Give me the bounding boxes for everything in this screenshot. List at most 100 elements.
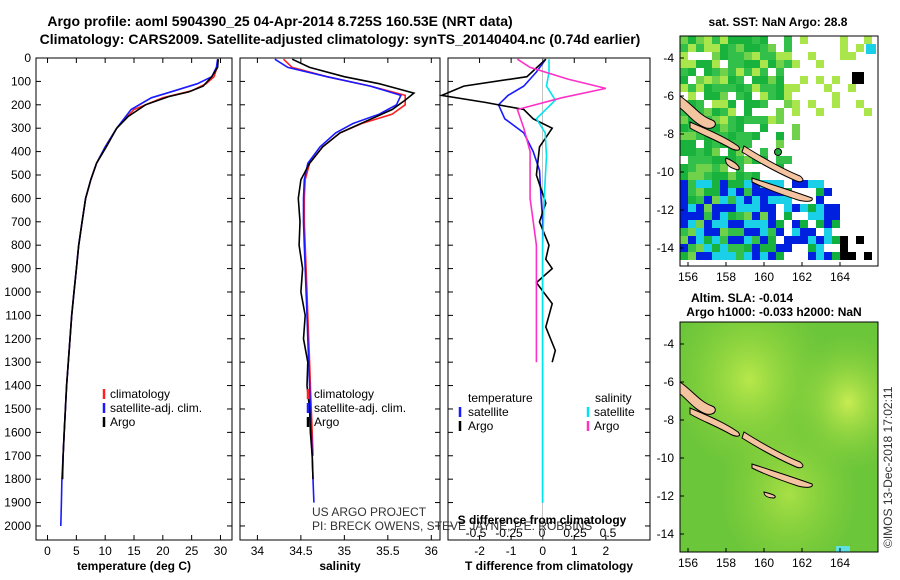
sst-cell — [808, 236, 816, 244]
sst-cell — [688, 156, 696, 164]
map-ytick-label: -4 — [663, 51, 674, 65]
sla-map-frame — [679, 321, 879, 553]
temperature-xtick-label: 10 — [98, 544, 112, 558]
s-diff-tick-label: -0.25 — [495, 526, 523, 540]
sst-cell — [768, 76, 776, 84]
sst-cell — [792, 124, 800, 132]
sst-cell — [712, 68, 720, 76]
sst-cell — [776, 228, 784, 236]
sst-cell — [848, 252, 856, 260]
sst-cell — [760, 148, 768, 156]
sst-cell — [728, 100, 736, 108]
sst-cell — [760, 220, 768, 228]
sst-cell — [680, 76, 688, 84]
sst-cell — [776, 76, 784, 84]
sst-cell — [704, 196, 712, 204]
sst-cell — [760, 204, 768, 212]
sst-cell — [720, 124, 728, 132]
sst-cell — [680, 44, 688, 52]
map-xtick-label: 156 — [678, 270, 698, 284]
sst-map: sat. SST: NaN Argo: 28.8 -4 -6 -8 -10 -12 -14… — [657, 15, 879, 284]
sst-cell — [816, 212, 824, 220]
difference-xtick-label: 2 — [602, 544, 609, 558]
sst-cell — [680, 132, 688, 140]
sst-cell — [728, 124, 736, 132]
sst-cell — [792, 220, 800, 228]
sst-cell — [760, 252, 768, 260]
difference-xtick-label: 0 — [539, 544, 546, 558]
sst-cell — [712, 108, 720, 116]
sst-cell — [752, 52, 760, 60]
sst-cell — [696, 236, 704, 244]
sst-cell — [760, 236, 768, 244]
sst-cell — [680, 84, 688, 92]
depth-tick-label: 1300 — [4, 355, 31, 369]
sst-cell — [776, 84, 784, 92]
sst-cell — [768, 84, 776, 92]
sst-cell — [704, 44, 712, 52]
depth-tick-label: 1400 — [4, 379, 31, 393]
sst-cell — [848, 52, 856, 60]
sst-cell — [736, 44, 744, 52]
sst-cell — [736, 236, 744, 244]
legend-label: satellite-adj. clim. — [314, 401, 406, 415]
sst-cell — [744, 228, 752, 236]
series-line-argo — [291, 58, 416, 480]
difference-xtick-label: -1 — [506, 544, 517, 558]
sst-cell — [704, 76, 712, 84]
sst-cell — [768, 44, 776, 52]
argo-float-marker — [774, 148, 782, 156]
sst-cell — [696, 132, 704, 140]
sst-cell — [712, 156, 720, 164]
sst-map-title: sat. SST: NaN Argo: 28.8 — [709, 15, 848, 29]
sst-cell — [704, 244, 712, 252]
depth-tick-label: 1200 — [4, 332, 31, 346]
sst-cell — [688, 180, 696, 188]
sst-cell — [752, 236, 760, 244]
sst-cell — [768, 116, 776, 124]
sst-cell — [840, 36, 848, 44]
sst-cell — [712, 124, 720, 132]
sst-cell — [704, 92, 712, 100]
sst-cell — [840, 244, 848, 252]
sst-cell — [712, 188, 720, 196]
sst-map-frame — [679, 35, 879, 267]
salinity-xlabel: salinity — [319, 559, 361, 573]
sst-cell — [736, 36, 744, 44]
sst-cell — [696, 196, 704, 204]
sst-cell — [776, 244, 784, 252]
sst-cell — [704, 220, 712, 228]
sst-cell — [792, 180, 800, 188]
sst-cell — [824, 228, 832, 236]
legend-label: satellite-adj. clim. — [110, 401, 202, 415]
sst-cell — [704, 180, 712, 188]
sst-cell — [728, 204, 736, 212]
sst-cell — [768, 188, 776, 196]
sst-cell — [776, 116, 784, 124]
sst-cell — [792, 204, 800, 212]
salinity-xtick-label: 36 — [425, 544, 439, 558]
sst-cell — [736, 116, 744, 124]
sst-cell — [768, 252, 776, 260]
sst-cell — [688, 44, 696, 52]
sst-cell — [688, 164, 696, 172]
sst-cell — [704, 84, 712, 92]
sst-cell — [800, 220, 808, 228]
depth-tick-label: 600 — [11, 191, 31, 205]
sst-cell — [736, 148, 744, 156]
sst-cell — [800, 76, 808, 84]
sst-cell — [728, 236, 736, 244]
sst-cell — [680, 196, 688, 204]
sst-cell — [744, 84, 752, 92]
sst-cell — [696, 36, 704, 44]
sst-cell — [712, 52, 720, 60]
sst-cell — [752, 188, 760, 196]
sst-cell — [744, 36, 752, 44]
sst-cell — [728, 132, 736, 140]
map-ytick-label: -14 — [657, 241, 675, 255]
title-line-1: Argo profile: aoml 5904390_25 04-Apr-201… — [47, 13, 512, 29]
sst-cell — [720, 92, 728, 100]
sst-cell — [832, 236, 840, 244]
sst-cell — [736, 244, 744, 252]
